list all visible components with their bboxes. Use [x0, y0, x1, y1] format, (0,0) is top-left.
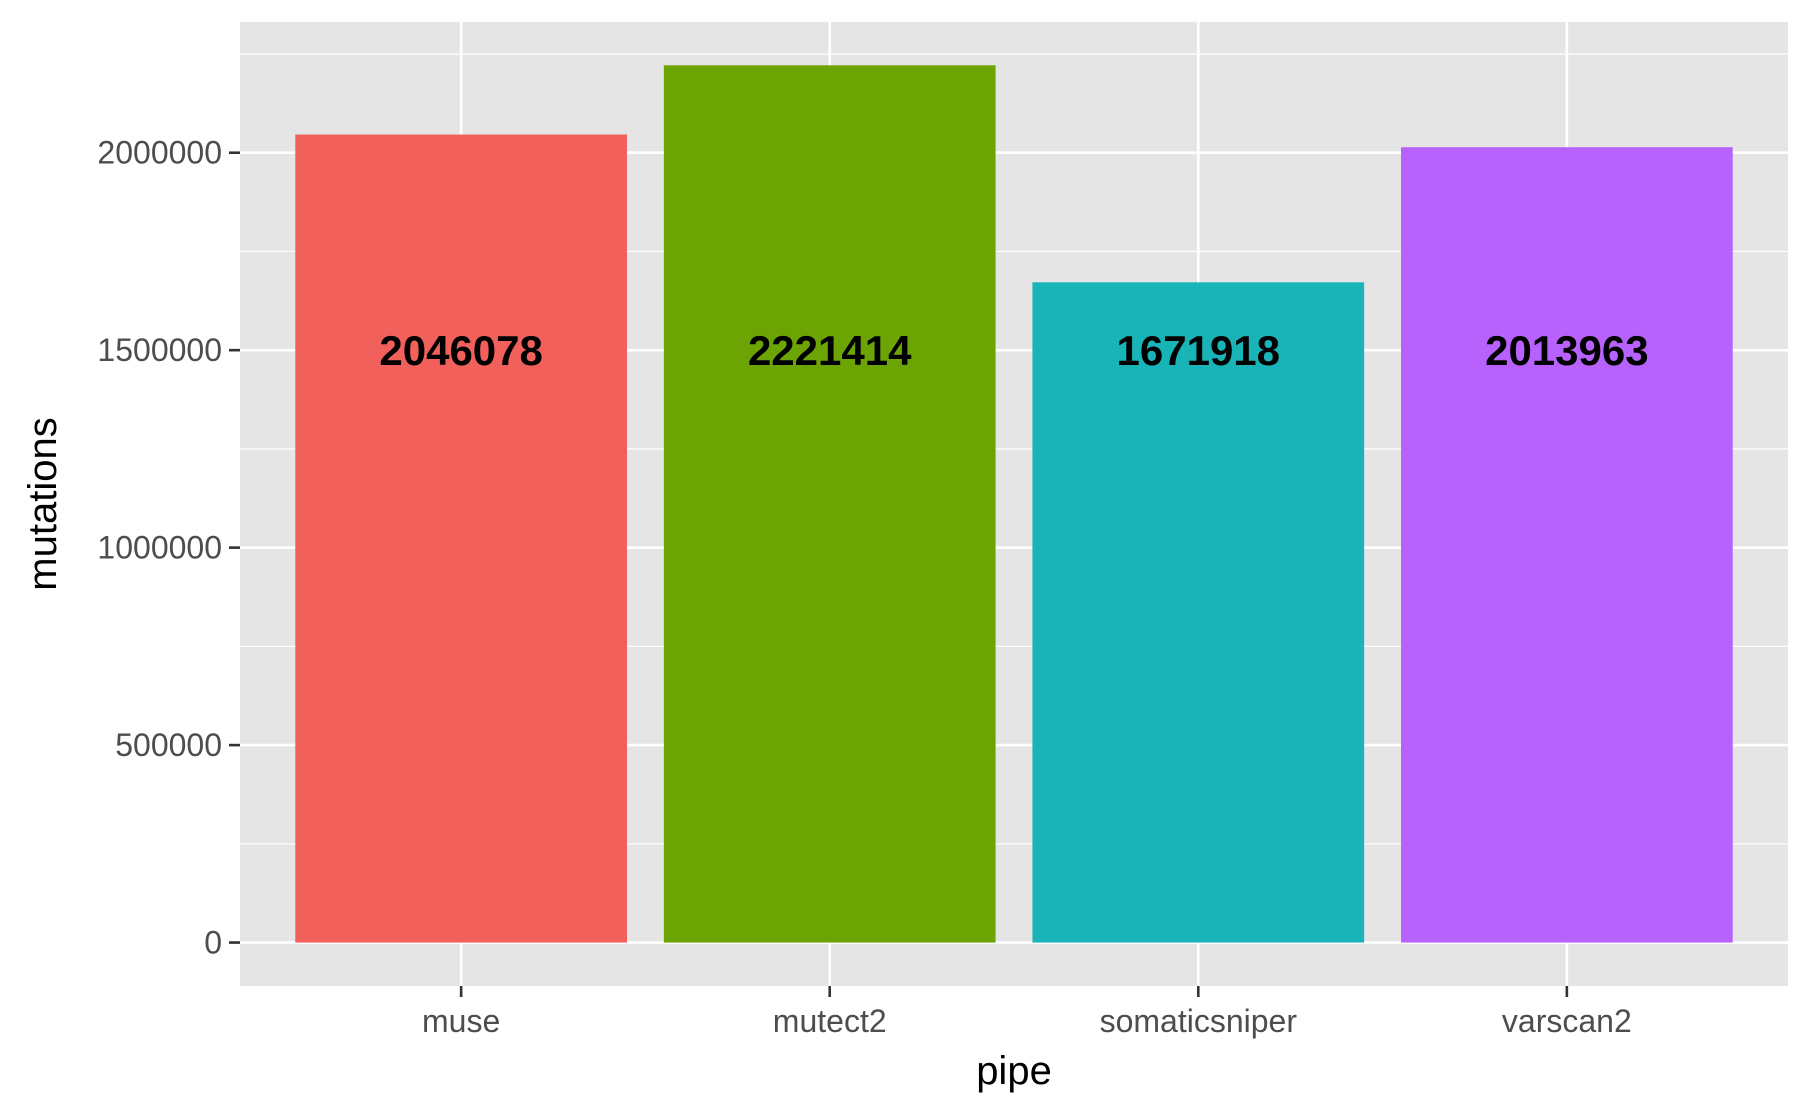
data-label: 2221414 [748, 327, 912, 374]
bar-mutect2 [663, 65, 996, 943]
x-tick-label: mutect2 [773, 1003, 887, 1039]
x-tick-label: somaticsniper [1100, 1003, 1298, 1039]
y-tick-label: 0 [204, 925, 222, 961]
y-tick-label: 1500000 [97, 332, 222, 368]
x-axis-title: pipe [976, 1049, 1052, 1093]
bar-labels: 2046078 2221414 1671918 2013963 [379, 327, 1648, 374]
bar-somaticsniper [1032, 282, 1365, 943]
x-tick-label: varscan2 [1502, 1003, 1632, 1039]
bar-muse [295, 134, 627, 943]
y-axis: 0 500000 1000000 1500000 2000000 [97, 135, 240, 961]
data-label: 2046078 [379, 327, 543, 374]
x-axis: muse mutect2 somaticsniper varscan2 [422, 986, 1632, 1039]
bars [295, 65, 1733, 943]
data-label: 1671918 [1117, 327, 1281, 374]
y-axis-title: mutations [21, 417, 65, 590]
y-tick-label: 500000 [115, 727, 222, 763]
y-tick-label: 1000000 [97, 530, 222, 566]
y-tick-label: 2000000 [97, 135, 222, 171]
x-tick-label: muse [422, 1003, 500, 1039]
bar-varscan2 [1401, 147, 1733, 943]
data-label: 2013963 [1485, 327, 1649, 374]
